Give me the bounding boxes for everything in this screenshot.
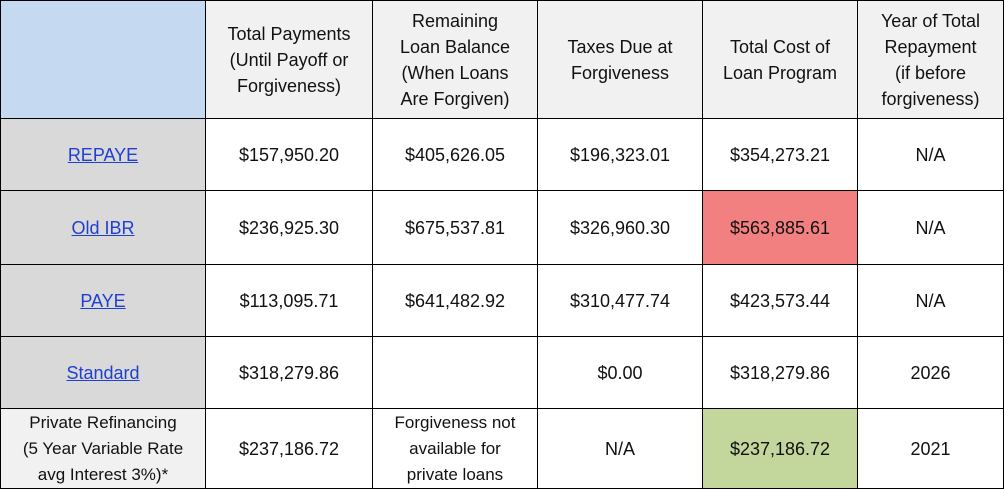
total-payments-cell: $237,186.72: [205, 408, 373, 489]
plan-cell: REPAYE: [0, 118, 206, 191]
remaining-balance-cell: $675,537.81: [372, 190, 538, 265]
taxes-due-cell: N/A: [537, 408, 703, 489]
table-row-standard: Standard $318,279.86 $0.00 $318,279.86 2…: [0, 336, 1004, 409]
plan-cell-private-refinancing: Private Refinancing (5 Year Variable Rat…: [0, 408, 206, 489]
total-cost-cell: $423,573.44: [702, 264, 858, 337]
taxes-due-cell: $326,960.30: [537, 190, 703, 265]
year-cell: 2026: [857, 336, 1004, 409]
taxes-due-cell: $0.00: [537, 336, 703, 409]
plan-link-standard[interactable]: Standard: [66, 362, 140, 383]
plan-cell: PAYE: [0, 264, 206, 337]
header-remaining-loan-balance: Remaining Loan Balance (When Loans Are F…: [372, 0, 538, 119]
plan-link-old-ibr[interactable]: Old IBR: [71, 217, 135, 238]
header-taxes-due: Taxes Due at Forgiveness: [537, 0, 703, 119]
header-total-payments: Total Payments (Until Payoff or Forgiven…: [205, 0, 373, 119]
table-row-paye: PAYE $113,095.71 $641,482.92 $310,477.74…: [0, 264, 1004, 337]
header-year-of-repayment: Year of Total Repayment (if before forgi…: [857, 0, 1004, 119]
remaining-balance-cell: $405,626.05: [372, 118, 538, 191]
total-cost-cell-highest: $563,885.61: [702, 190, 858, 265]
table-row-repaye: REPAYE $157,950.20 $405,626.05 $196,323.…: [0, 118, 1004, 191]
total-cost-cell-lowest: $237,186.72: [702, 408, 858, 489]
year-cell: N/A: [857, 264, 1004, 337]
year-cell: N/A: [857, 190, 1004, 265]
plan-link-paye[interactable]: PAYE: [80, 290, 126, 311]
plan-cell: Old IBR: [0, 190, 206, 265]
taxes-due-cell: $310,477.74: [537, 264, 703, 337]
remaining-balance-note-cell: Forgiveness not available for private lo…: [372, 408, 538, 489]
total-payments-cell: $236,925.30: [205, 190, 373, 265]
table-row-private-refinancing: Private Refinancing (5 Year Variable Rat…: [0, 408, 1004, 489]
total-payments-cell: $157,950.20: [205, 118, 373, 191]
header-row: Total Payments (Until Payoff or Forgiven…: [0, 0, 1004, 119]
header-total-cost: Total Cost of Loan Program: [702, 0, 858, 119]
plan-link-repaye[interactable]: REPAYE: [67, 144, 139, 165]
year-cell: 2021: [857, 408, 1004, 489]
table-row-old-ibr: Old IBR $236,925.30 $675,537.81 $326,960…: [0, 190, 1004, 265]
year-cell: N/A: [857, 118, 1004, 191]
remaining-balance-cell: [372, 336, 538, 409]
plan-cell: Standard: [0, 336, 206, 409]
remaining-balance-cell: $641,482.92: [372, 264, 538, 337]
total-cost-cell: $318,279.86: [702, 336, 858, 409]
header-corner-cell: [0, 0, 206, 119]
total-payments-cell: $113,095.71: [205, 264, 373, 337]
total-payments-cell: $318,279.86: [205, 336, 373, 409]
total-cost-cell: $354,273.21: [702, 118, 858, 191]
taxes-due-cell: $196,323.01: [537, 118, 703, 191]
